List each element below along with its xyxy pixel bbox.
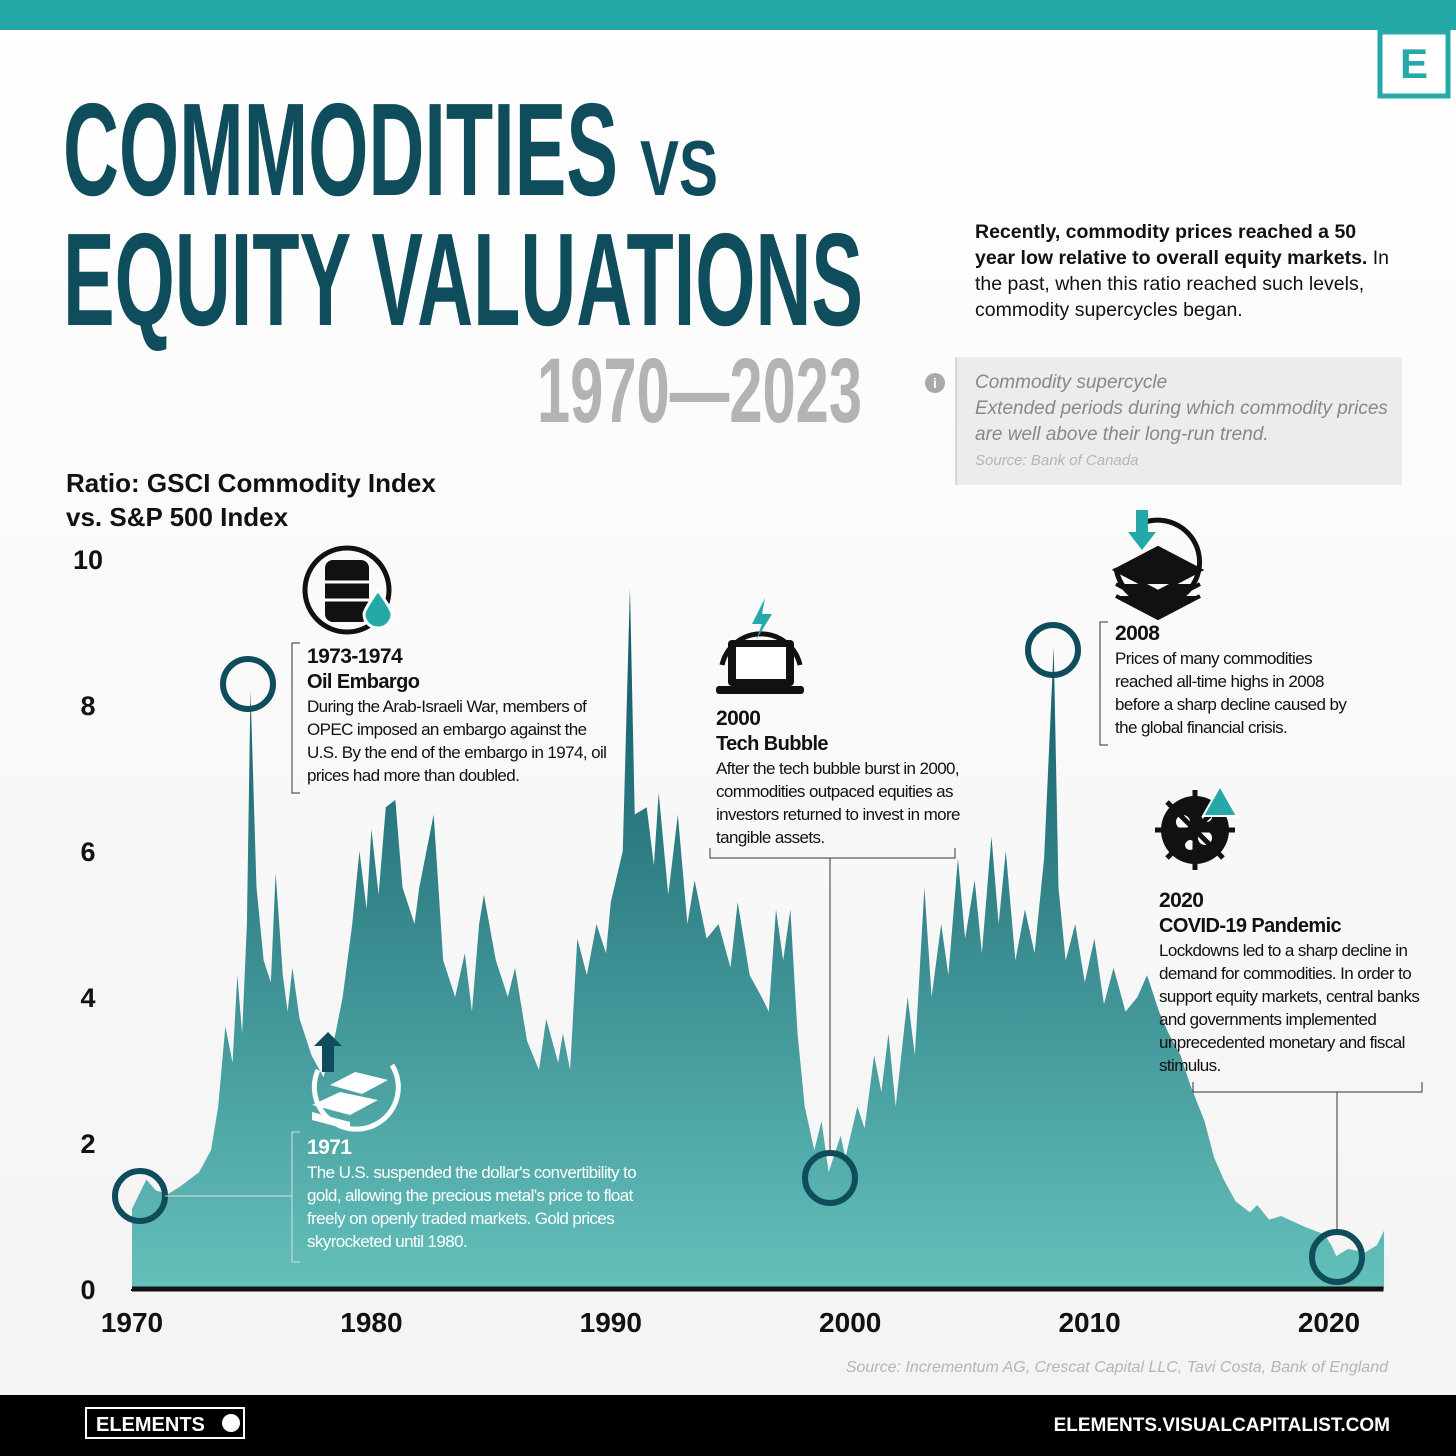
annotation: 2000 Tech Bubble After the tech bubble bur… bbox=[716, 705, 966, 849]
annotation-text: During the Arab-Israeli War, members of … bbox=[307, 697, 607, 785]
plot: 0 2 4 6 8 10 1970 1980 1990 2000 2010 2020 bbox=[73, 545, 1385, 1338]
title-vs: VS bbox=[640, 124, 718, 212]
axis-label: Ratio: GSCI Commodity Index bbox=[66, 468, 436, 498]
annotation-text: Prices of many commodities reached all-t… bbox=[1115, 649, 1347, 737]
title: COMMODITIES bbox=[63, 76, 618, 223]
x-tick-label: 2020 bbox=[1298, 1307, 1360, 1338]
annotation-title: COVID-19 Pandemic bbox=[1159, 915, 1342, 937]
x-tick-label: 1970 bbox=[101, 1307, 163, 1338]
axis-label: vs. S&P 500 Index bbox=[66, 502, 289, 532]
annotation-title: Tech Bubble bbox=[716, 733, 829, 755]
subtitle: 1970—2023 bbox=[537, 340, 862, 442]
icon-laptop bbox=[716, 598, 804, 694]
annotation: 2008 Prices of many commodities reached a… bbox=[1115, 620, 1355, 739]
annotation-date: 1971 bbox=[307, 1136, 352, 1159]
annotation-date: 2020 bbox=[1159, 889, 1204, 912]
x-tick-label: 2000 bbox=[819, 1307, 881, 1338]
x-tick-label: 1990 bbox=[580, 1307, 642, 1338]
y-tick-label: 0 bbox=[80, 1275, 95, 1305]
leader bbox=[291, 642, 300, 794]
title: EQUITY VALUATIONS bbox=[63, 206, 863, 353]
info-icon bbox=[925, 373, 945, 393]
definition-term: Commodity supercycle bbox=[975, 372, 1168, 393]
logo: E bbox=[1400, 40, 1428, 87]
leaders bbox=[165, 621, 1423, 1263]
annotation-date: 1973-1974 bbox=[307, 645, 403, 668]
icon-cash bbox=[1111, 510, 1205, 621]
marker-ring bbox=[220, 656, 276, 712]
top-bar bbox=[0, 0, 1456, 30]
intro-body: In the past, when this ratio reached suc… bbox=[975, 247, 1390, 321]
icon-barrel bbox=[302, 545, 394, 635]
source: Source: Incrementum AG, Crescat Capital … bbox=[846, 1359, 1389, 1376]
annotation-date: 2008 bbox=[1115, 622, 1160, 645]
leader bbox=[709, 848, 956, 1152]
y-tick-label: 8 bbox=[80, 691, 95, 721]
marker-ring bbox=[1025, 622, 1081, 678]
annotation-text: After the tech bubble burst in 2000, com… bbox=[716, 759, 961, 847]
x-tick-label: 1980 bbox=[340, 1307, 402, 1338]
definition-text: Extended periods during which commodity … bbox=[975, 398, 1388, 445]
x-tick-label: 2010 bbox=[1058, 1307, 1120, 1338]
logo-box bbox=[1377, 29, 1451, 99]
annotation-text: The U.S. suspended the dollar's converti… bbox=[307, 1163, 637, 1251]
area bbox=[132, 588, 1385, 1289]
definition-source: Source: Bank of Canada bbox=[975, 452, 1139, 469]
annotation-date: 2000 bbox=[716, 707, 761, 730]
y-tick-label: 4 bbox=[80, 983, 95, 1013]
y-tick-label: 6 bbox=[80, 837, 95, 867]
footer-url: ELEMENTS.VISUALCAPITALIST.COM bbox=[1054, 1415, 1390, 1436]
definition-box bbox=[956, 357, 1402, 485]
annotation: 2020 COVID-19 Pandemic Lockdowns led to a … bbox=[1159, 887, 1424, 1077]
icon-gold bbox=[311, 1032, 401, 1132]
annotation-text: Lockdowns led to a sharp decline in dema… bbox=[1159, 941, 1420, 1075]
annotation-title: Oil Embargo bbox=[307, 671, 420, 693]
brand-box bbox=[85, 1407, 245, 1439]
intro-lead: Recently, commodity prices reached a 50 … bbox=[975, 221, 1368, 269]
marker-ring bbox=[802, 1150, 858, 1206]
intro: Recently, commodity prices reached a 50 … bbox=[975, 219, 1395, 323]
brand-icon bbox=[222, 1414, 240, 1432]
brand: ELEMENTS bbox=[96, 1414, 205, 1436]
y-tick-label: 2 bbox=[80, 1129, 95, 1159]
footer-bar bbox=[0, 1395, 1456, 1456]
annotation: 1971 The U.S. suspended the dollar's conv… bbox=[307, 1134, 652, 1253]
leader bbox=[165, 1131, 300, 1263]
definition: Commodity supercycle Extended periods du… bbox=[975, 370, 1390, 474]
leader bbox=[1192, 1082, 1423, 1232]
info-icon: i bbox=[933, 375, 937, 391]
y-tick-label: 10 bbox=[73, 545, 103, 575]
icon-virus bbox=[1155, 783, 1239, 870]
annotation: 1973-1974 Oil Embargo During the Arab-Isra… bbox=[307, 643, 607, 787]
leader bbox=[1099, 621, 1108, 746]
